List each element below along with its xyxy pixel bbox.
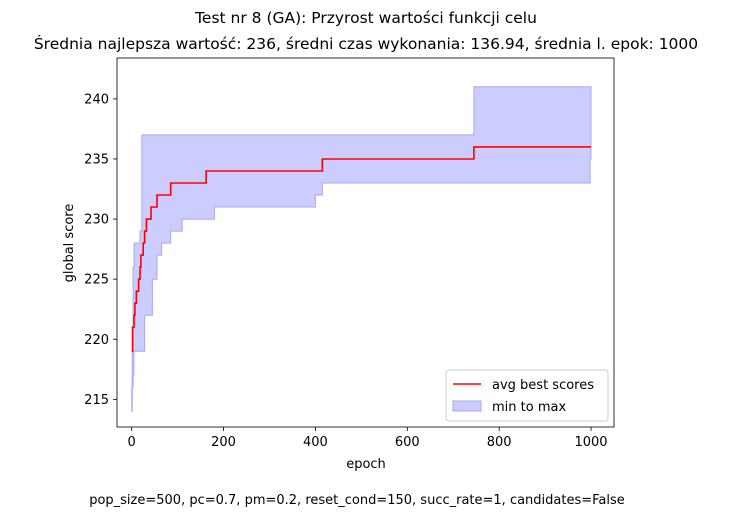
legend-box <box>445 369 609 422</box>
x-tick-label: 800 <box>487 435 512 450</box>
legend-swatch-min-to-max <box>452 400 482 412</box>
chart-title: Test nr 8 (GA): Przyrost wartości funkcj… <box>194 9 537 27</box>
y-tick-label: 220 <box>84 333 109 348</box>
x-tick-label: 600 <box>395 435 420 450</box>
legend-label-min-to-max: min to max <box>492 400 566 415</box>
legend: avg best scores min to max <box>445 369 609 422</box>
x-tick-label: 400 <box>303 435 328 450</box>
series-line-avg-best-scores <box>131 146 591 353</box>
x-axis-ticks: 0 200 400 600 800 1000 <box>128 427 608 450</box>
y-tick-label: 215 <box>84 393 109 408</box>
y-axis-ticks: 215 220 225 230 235 240 <box>84 92 117 408</box>
y-axis-label: global score <box>62 204 77 283</box>
y-tick-label: 240 <box>84 92 109 107</box>
x-tick-label: 0 <box>128 435 136 450</box>
axes-frame <box>116 57 615 428</box>
series-band-min-to-max <box>131 86 592 412</box>
chart-subtitle: Średnia najlepsza wartość: 236, średni c… <box>34 34 698 53</box>
y-tick-label: 225 <box>84 273 109 288</box>
legend-label-avg-best-scores: avg best scores <box>492 378 594 393</box>
plot-area <box>131 86 592 412</box>
y-tick-label: 230 <box>84 213 109 228</box>
parameters-caption: pop_size=500, pc=0.7, pm=0.2, reset_cond… <box>89 493 625 508</box>
x-axis-label: epoch <box>346 457 386 472</box>
x-tick-label: 1000 <box>574 435 607 450</box>
y-tick-label: 235 <box>84 152 109 167</box>
x-tick-label: 200 <box>211 435 236 450</box>
